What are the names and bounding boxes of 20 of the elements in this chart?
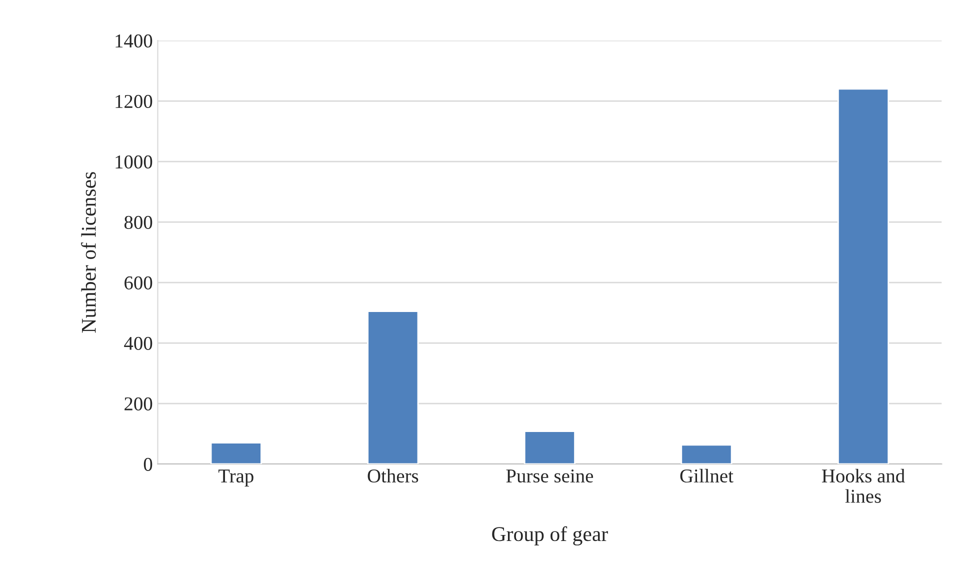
y-tick-label: 600 bbox=[124, 276, 152, 290]
x-tick-label: Trap bbox=[218, 470, 254, 486]
y-tick-label: 1000 bbox=[116, 155, 152, 169]
y-tick-label: 800 bbox=[124, 216, 152, 229]
y-tick-label: 400 bbox=[124, 336, 152, 350]
x-tick-label: Purse seine bbox=[506, 469, 594, 483]
y-tick-label: 1400 bbox=[116, 34, 152, 48]
x-axis-title: Group of gear bbox=[492, 526, 608, 546]
bar bbox=[680, 444, 732, 464]
y-axis-title: Number of licenses bbox=[80, 172, 96, 333]
y-tick-label: 200 bbox=[124, 397, 152, 410]
bar bbox=[210, 442, 262, 464]
bar bbox=[367, 310, 419, 464]
y-tick-label: 0 bbox=[144, 458, 152, 471]
y-tick-label: 1200 bbox=[116, 94, 152, 108]
x-tick-label: Others bbox=[368, 468, 418, 483]
bar bbox=[837, 88, 890, 464]
x-tick-label: Gillnet bbox=[680, 468, 734, 483]
bar bbox=[524, 430, 576, 464]
x-tick-label: Hooks and lines bbox=[822, 468, 905, 503]
